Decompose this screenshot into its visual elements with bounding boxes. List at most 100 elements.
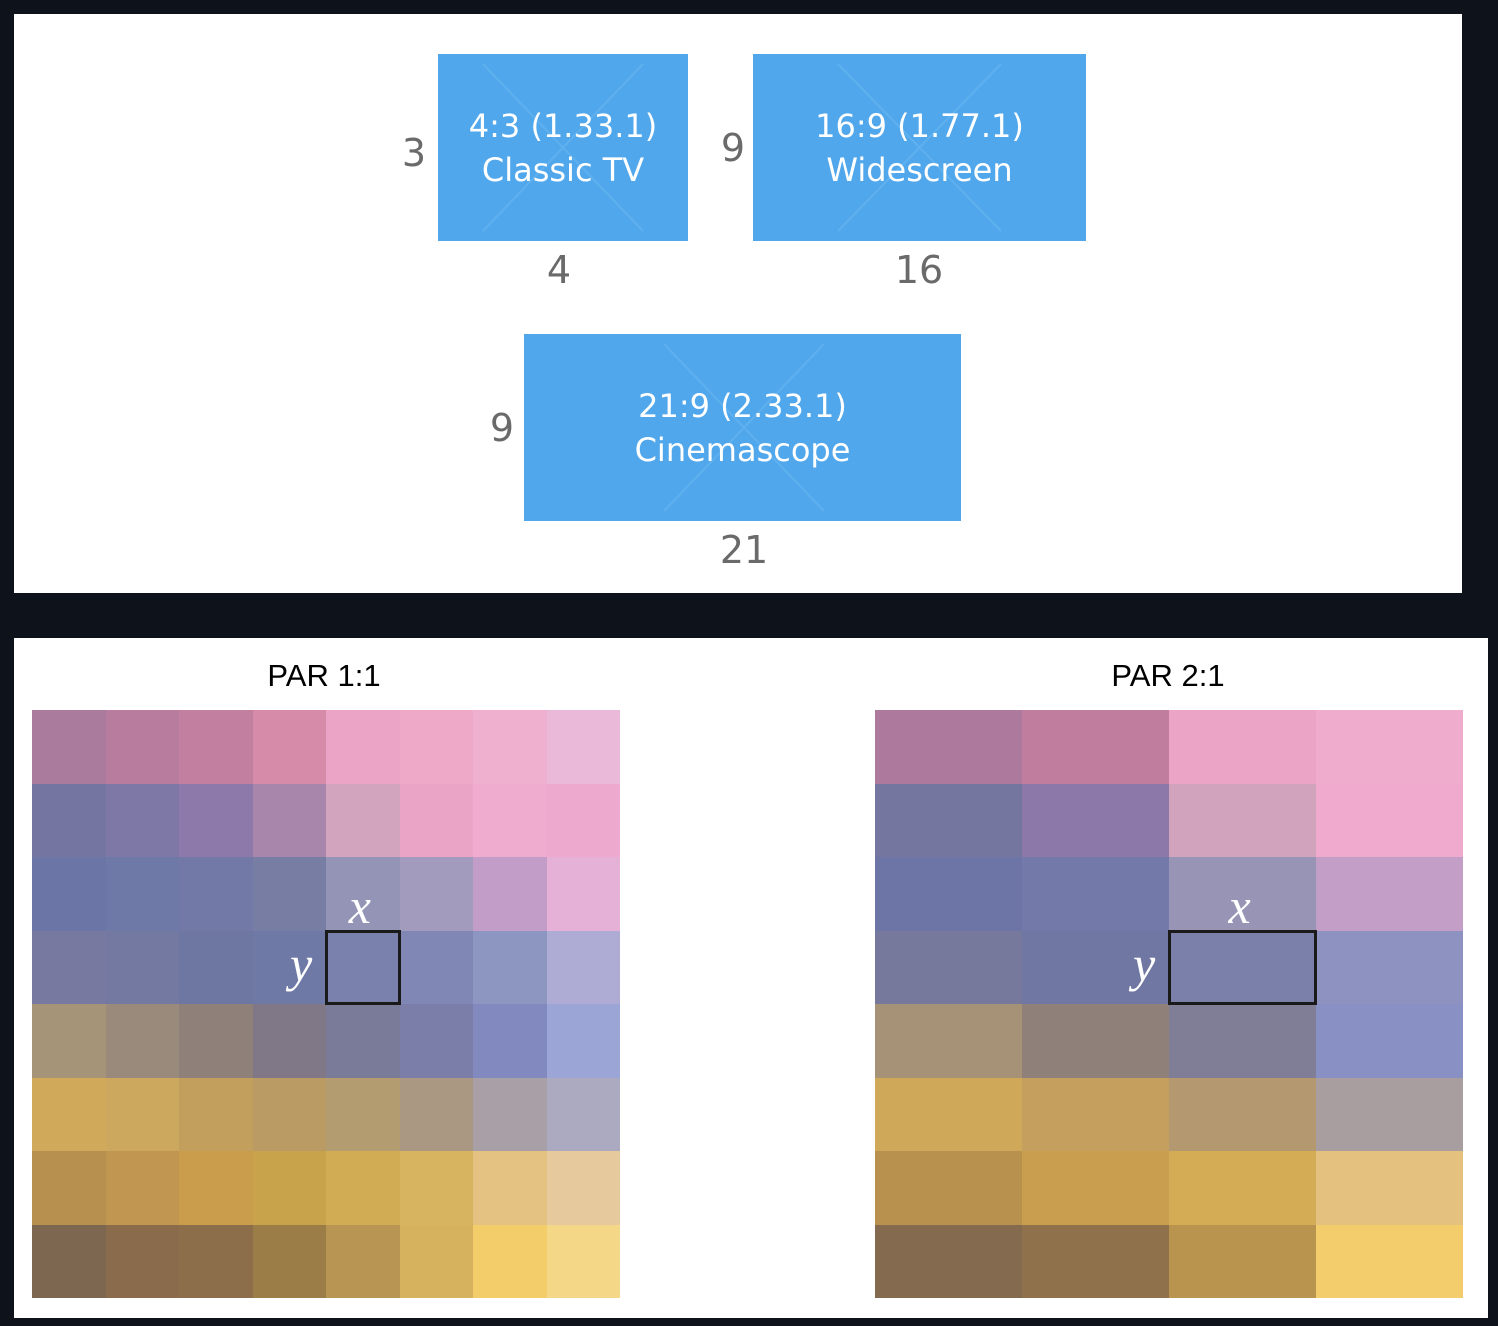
pixel-cell [473,1151,547,1225]
pixel-cell [1169,710,1316,784]
height-label: 9 [489,406,515,450]
pixel-cell [1022,783,1169,857]
pixel-cell [1022,1004,1169,1078]
pixel-grid-par-2-1 [875,710,1463,1298]
pixel-cell [326,1151,400,1225]
pixel-cell [32,857,106,931]
pixel-cell [875,783,1022,857]
pixel-cell [399,1151,473,1225]
pixel-cell [32,783,106,857]
x-axis-label: x [348,877,371,934]
aspect-ratio-panel: 4:3 (1.33.1) Classic TV 3 4 16:9 (1.77.1… [14,14,1462,593]
pixel-cell [32,710,106,784]
pixel-cell [1316,1004,1463,1078]
pixel-cell [875,857,1022,931]
pixel-cell [32,1004,106,1078]
pixel-cell [1316,783,1463,857]
pixel-cell [875,1077,1022,1151]
pixel-cell [1022,1077,1169,1151]
pixel-cell [179,710,253,784]
pixel-cell [105,857,179,931]
pixel-cell [473,857,547,931]
pixel-cell [326,1004,400,1078]
pixel-grid-par-1-1 [32,710,620,1298]
height-label: 3 [401,131,427,175]
pixel-cell [399,1004,473,1078]
pixel-cell [326,1077,400,1151]
pixel-cell [105,710,179,784]
pixel-cell [179,1224,253,1298]
pixel-cell [399,1224,473,1298]
pixel-cell [1316,710,1463,784]
pixel-cell [875,1004,1022,1078]
highlighted-pixel [325,929,401,1005]
pixel-cell [1316,857,1463,931]
pixel-cell [326,857,400,931]
pixel-cell [546,1151,620,1225]
pixel-cell [473,1077,547,1151]
pixel-cell [1022,1151,1169,1225]
pixel-cell [399,857,473,931]
pixel-cell [1316,1151,1463,1225]
pixel-cell [1022,1224,1169,1298]
pixel-cell [473,930,547,1004]
pixel-cell [546,1004,620,1078]
pixel-cell [252,1004,326,1078]
placeholder-x-icon [837,63,1002,232]
pixel-cell [32,1224,106,1298]
y-axis-label: y [1133,936,1156,993]
pixel-cell [105,1077,179,1151]
pixel-cell [1169,1224,1316,1298]
pixel-cell [326,710,400,784]
pixel-cell [252,1151,326,1225]
aspect-name-label: Classic TV [481,150,645,189]
width-label: 4 [546,248,572,292]
pixel-cell [32,930,106,1004]
pixel-cell [1316,1224,1463,1298]
y-axis-label: y [290,936,313,993]
pixel-cell [179,1151,253,1225]
aspect-name-label: Widescreen [826,150,1013,189]
pixel-cell [326,1224,400,1298]
pixel-cell [1169,783,1316,857]
pixel-cell [1169,1077,1316,1151]
x-axis-label: x [1228,877,1251,934]
aspect-ratio-label: 4:3 (1.33.1) [468,106,658,145]
pixel-cell [546,1077,620,1151]
pixel-cell [179,783,253,857]
pixel-cell [399,710,473,784]
pixel-cell [473,783,547,857]
placeholder-x-icon [482,63,644,232]
highlighted-pixel [1168,929,1317,1005]
pixel-cell [1169,1004,1316,1078]
pixel-cell [1022,710,1169,784]
par-left-title: PAR 1:1 [267,658,381,693]
aspect-ratio-label: 16:9 (1.77.1) [815,106,1024,145]
pixel-cell [473,1224,547,1298]
pixel-cell [1169,857,1316,931]
pixel-cell [546,930,620,1004]
pixel-cell [105,783,179,857]
pixel-cell [399,930,473,1004]
pixel-cell [875,1224,1022,1298]
pixel-cell [546,857,620,931]
pixel-cell [1022,857,1169,931]
pixel-cell [1316,930,1463,1004]
pixel-cell [32,1151,106,1225]
aspect-ratio-label: 21:9 (2.33.1) [638,386,847,425]
par-right-title: PAR 2:1 [1111,658,1225,693]
pixel-cell [546,783,620,857]
pixel-cell [875,1151,1022,1225]
pixel-cell [105,1224,179,1298]
pixel-cell [1022,930,1169,1004]
pixel-cell [546,710,620,784]
pixel-cell [105,1151,179,1225]
pixel-cell [473,1004,547,1078]
pixel-cell [546,1224,620,1298]
pixel-cell [1316,1077,1463,1151]
aspect-box-classic: 4:3 (1.33.1) Classic TV [438,54,688,241]
aspect-name-label: Cinemascope [634,430,851,469]
pixel-cell [179,1077,253,1151]
pixel-cell [399,783,473,857]
pixel-cell [105,930,179,1004]
